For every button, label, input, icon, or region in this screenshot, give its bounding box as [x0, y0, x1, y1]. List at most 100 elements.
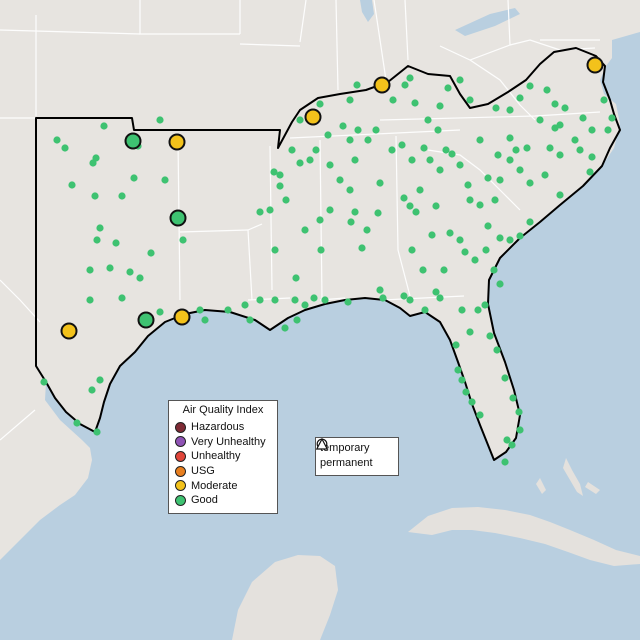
monitor-marker-good[interactable] — [100, 122, 108, 130]
monitor-marker-good[interactable] — [456, 236, 464, 244]
monitor-marker-good[interactable] — [406, 202, 414, 210]
monitor-marker-good[interactable] — [600, 96, 608, 104]
monitor-marker-good[interactable] — [156, 116, 164, 124]
monitor-marker-good[interactable] — [461, 248, 469, 256]
monitor-marker-good[interactable] — [86, 266, 94, 274]
monitor-marker-good[interactable] — [293, 316, 301, 324]
monitor-marker-good[interactable] — [137, 311, 155, 329]
monitor-marker-good[interactable] — [282, 196, 290, 204]
monitor-marker-good[interactable] — [458, 306, 466, 314]
monitor-marker-good[interactable] — [466, 328, 474, 336]
monitor-marker-good[interactable] — [124, 132, 142, 150]
monitor-marker-good[interactable] — [169, 209, 187, 227]
monitor-marker-moderate[interactable] — [60, 322, 78, 340]
monitor-marker-good[interactable] — [312, 146, 320, 154]
monitor-marker-good[interactable] — [346, 96, 354, 104]
monitor-marker-good[interactable] — [246, 316, 254, 324]
monitor-marker-good[interactable] — [509, 394, 517, 402]
monitor-marker-good[interactable] — [276, 182, 284, 190]
monitor-marker-good[interactable] — [324, 131, 332, 139]
monitor-marker-good[interactable] — [372, 126, 380, 134]
monitor-marker-good[interactable] — [516, 232, 524, 240]
monitor-marker-good[interactable] — [96, 376, 104, 384]
monitor-marker-good[interactable] — [364, 136, 372, 144]
monitor-marker-good[interactable] — [426, 156, 434, 164]
monitor-marker-good[interactable] — [292, 274, 300, 282]
monitor-marker-good[interactable] — [61, 144, 69, 152]
monitor-marker-good[interactable] — [493, 346, 501, 354]
monitor-marker-good[interactable] — [444, 84, 452, 92]
monitor-marker-good[interactable] — [317, 246, 325, 254]
monitor-marker-good[interactable] — [496, 176, 504, 184]
monitor-marker-good[interactable] — [400, 292, 408, 300]
monitor-marker-good[interactable] — [256, 208, 264, 216]
monitor-marker-good[interactable] — [496, 280, 504, 288]
monitor-marker-good[interactable] — [400, 194, 408, 202]
monitor-marker-good[interactable] — [492, 104, 500, 112]
monitor-marker-good[interactable] — [543, 86, 551, 94]
monitor-marker-good[interactable] — [421, 306, 429, 314]
monitor-marker-good[interactable] — [326, 161, 334, 169]
monitor-marker-good[interactable] — [296, 116, 304, 124]
monitor-marker-good[interactable] — [224, 306, 232, 314]
monitor-marker-good[interactable] — [458, 376, 466, 384]
monitor-marker-good[interactable] — [291, 296, 299, 304]
monitor-marker-good[interactable] — [316, 100, 324, 108]
monitor-marker-good[interactable] — [96, 224, 104, 232]
monitor-marker-moderate[interactable] — [304, 108, 322, 126]
monitor-marker-good[interactable] — [241, 301, 249, 309]
monitor-marker-good[interactable] — [436, 294, 444, 302]
monitor-marker-good[interactable] — [270, 168, 278, 176]
monitor-marker-good[interactable] — [604, 126, 612, 134]
monitor-marker-good[interactable] — [508, 441, 516, 449]
monitor-marker-good[interactable] — [412, 208, 420, 216]
monitor-marker-good[interactable] — [281, 324, 289, 332]
monitor-marker-good[interactable] — [586, 168, 594, 176]
monitor-marker-good[interactable] — [561, 104, 569, 112]
monitor-marker-good[interactable] — [546, 144, 554, 152]
monitor-marker-good[interactable] — [476, 201, 484, 209]
monitor-marker-good[interactable] — [440, 266, 448, 274]
monitor-marker-good[interactable] — [196, 306, 204, 314]
monitor-marker-good[interactable] — [53, 136, 61, 144]
monitor-marker-good[interactable] — [503, 436, 511, 444]
monitor-marker-good[interactable] — [516, 166, 524, 174]
monitor-marker-good[interactable] — [321, 296, 329, 304]
monitor-marker-good[interactable] — [376, 286, 384, 294]
monitor-marker-good[interactable] — [512, 146, 520, 154]
monitor-marker-good[interactable] — [310, 294, 318, 302]
monitor-marker-good[interactable] — [588, 126, 596, 134]
monitor-marker-good[interactable] — [93, 236, 101, 244]
monitor-marker-good[interactable] — [476, 136, 484, 144]
monitor-marker-good[interactable] — [556, 121, 564, 129]
monitor-marker-good[interactable] — [556, 151, 564, 159]
monitor-marker-good[interactable] — [88, 386, 96, 394]
monitor-marker-good[interactable] — [351, 208, 359, 216]
monitor-marker-good[interactable] — [179, 236, 187, 244]
monitor-marker-good[interactable] — [288, 146, 296, 154]
monitor-marker-good[interactable] — [571, 136, 579, 144]
monitor-marker-good[interactable] — [411, 99, 419, 107]
monitor-marker-good[interactable] — [416, 186, 424, 194]
monitor-marker-good[interactable] — [471, 256, 479, 264]
monitor-marker-good[interactable] — [494, 151, 502, 159]
monitor-marker-good[interactable] — [491, 196, 499, 204]
monitor-marker-good[interactable] — [271, 246, 279, 254]
monitor-marker-good[interactable] — [434, 126, 442, 134]
monitor-marker-good[interactable] — [408, 246, 416, 254]
monitor-marker-good[interactable] — [462, 388, 470, 396]
monitor-marker-good[interactable] — [476, 411, 484, 419]
monitor-marker-good[interactable] — [354, 126, 362, 134]
monitor-marker-good[interactable] — [482, 246, 490, 254]
monitor-marker-good[interactable] — [468, 398, 476, 406]
monitor-marker-good[interactable] — [112, 239, 120, 247]
monitor-marker-good[interactable] — [406, 74, 414, 82]
monitor-marker-moderate[interactable] — [586, 56, 604, 74]
monitor-marker-good[interactable] — [442, 146, 450, 154]
monitor-marker-good[interactable] — [201, 316, 209, 324]
monitor-marker-good[interactable] — [501, 458, 509, 466]
monitor-marker-good[interactable] — [73, 419, 81, 427]
monitor-marker-good[interactable] — [496, 234, 504, 242]
monitor-marker-good[interactable] — [301, 226, 309, 234]
monitor-marker-good[interactable] — [456, 76, 464, 84]
